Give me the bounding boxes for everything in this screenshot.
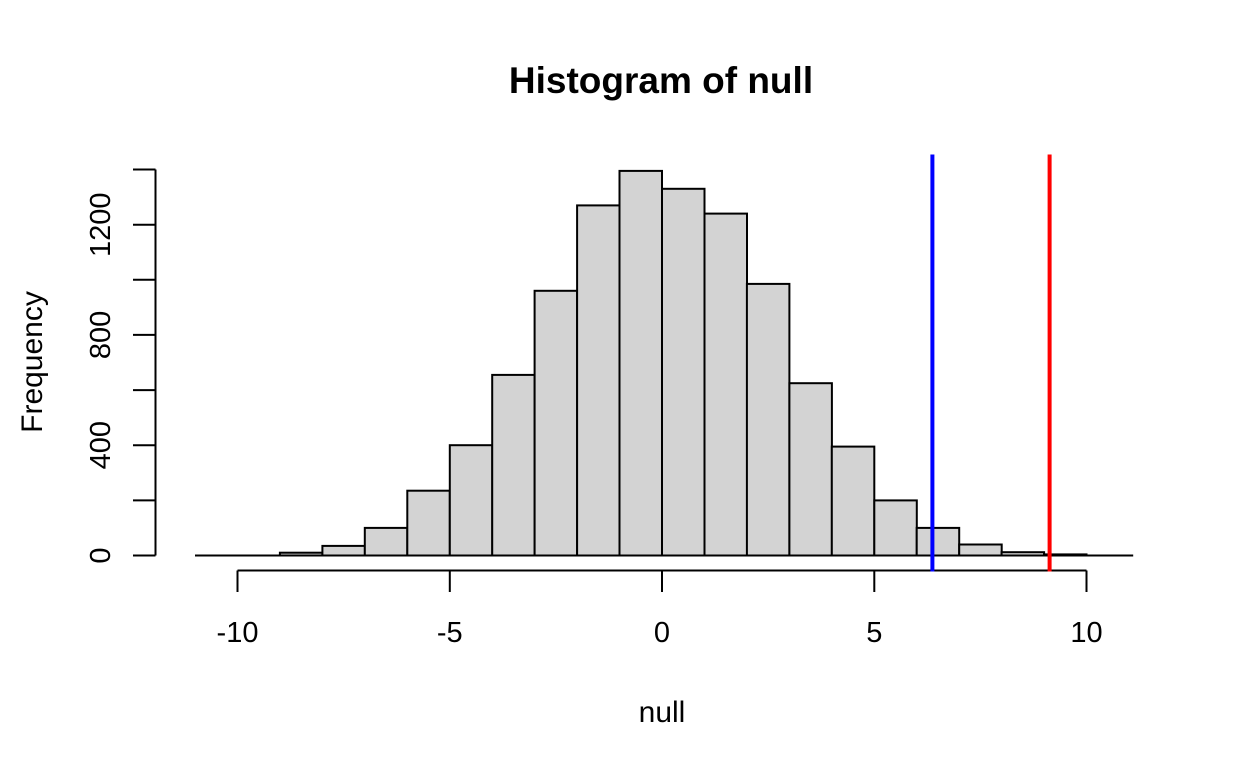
- histogram-bar: [363, 526, 409, 557]
- x-tick-label: 0: [654, 617, 670, 649]
- histogram-bar: [873, 499, 918, 557]
- x-axis: -10 -5 0 5 10: [217, 569, 1103, 649]
- x-tick-label: 10: [1070, 617, 1102, 649]
- vlines-group: [930, 154, 1052, 572]
- histogram-bar: [745, 282, 791, 557]
- histogram-bar: [321, 544, 366, 557]
- histogram-bar: [491, 373, 536, 557]
- histogram-bar: [788, 382, 833, 557]
- histogram-bar: [576, 204, 621, 557]
- y-tick-label: 400: [85, 421, 117, 469]
- histogram-bar: [661, 187, 706, 557]
- y-tick-label: 0: [85, 547, 117, 563]
- histogram-bar: [533, 289, 579, 557]
- y-axis: 0 400 800 1200: [85, 168, 157, 564]
- histogram-bar: [448, 444, 494, 557]
- histogram-bar: [915, 526, 961, 557]
- chart-title: Histogram of null: [509, 60, 813, 101]
- histogram-bar: [406, 489, 451, 557]
- x-tick-label: -5: [437, 617, 463, 649]
- y-axis-label: Frequency: [16, 291, 49, 433]
- bars-group: [278, 169, 1088, 557]
- histogram-bar: [703, 212, 748, 557]
- x-axis-label: null: [639, 696, 686, 729]
- y-tick-label: 1200: [85, 192, 117, 257]
- x-tick-label: 5: [866, 617, 882, 649]
- histogram-bar: [958, 543, 1003, 557]
- histogram-bar: [830, 445, 876, 557]
- x-tick-label: -10: [217, 617, 259, 649]
- y-tick-label: 800: [85, 311, 117, 359]
- histogram-bar: [618, 169, 663, 557]
